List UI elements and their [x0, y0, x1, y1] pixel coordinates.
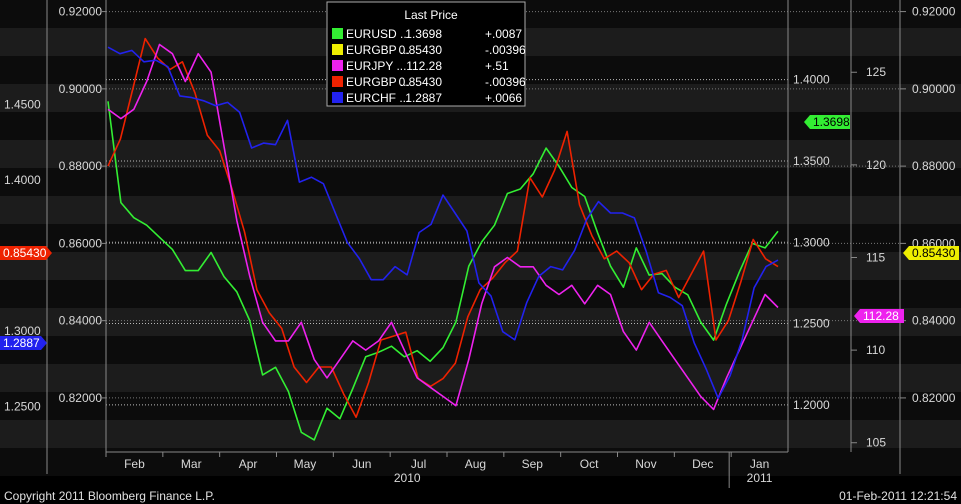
series-line-eurchf	[107, 46, 779, 400]
chf-tick: 1.3000	[793, 235, 830, 249]
band	[0, 168, 961, 196]
value-tag-text: 1.2887	[3, 336, 40, 350]
value-tag-text: 0.85430	[3, 246, 47, 260]
gbp-left-tick: 0.84000	[59, 314, 103, 328]
value-tag-text: 1.3698	[813, 115, 850, 129]
tick-labels: 0.92000 0.90000 0.88000 0.86000 0.84000 0.820…	[4, 5, 956, 485]
usd-tick: 1.3000	[4, 324, 41, 338]
band	[0, 392, 961, 420]
jpy-tick: 105	[866, 436, 886, 450]
band	[0, 420, 961, 448]
month-label: Aug	[465, 457, 486, 471]
last-value-tags: 1.3698 0.85430 0.85430 112.28 1.2887	[0, 115, 959, 350]
gbp-left-tick: 0.88000	[59, 159, 103, 173]
legend-swatch	[332, 76, 343, 87]
usd-tick: 1.2500	[4, 400, 41, 414]
value-tag-shape	[903, 246, 959, 260]
legend-price: 0.85430	[399, 75, 443, 89]
band	[0, 140, 961, 168]
band	[0, 336, 961, 364]
jpy-tick: 125	[866, 65, 886, 79]
month-label: Sep	[522, 457, 544, 471]
legend-swatch	[332, 28, 343, 39]
jpy-tick: 110	[866, 343, 885, 357]
legend-title: Last Price	[404, 8, 458, 22]
legend-name: EURGBP ...	[346, 43, 410, 57]
band	[0, 308, 961, 336]
legend-name: EURJPY ...	[346, 59, 406, 73]
jpy-tick: 120	[866, 158, 886, 172]
series-lines	[107, 37, 779, 441]
series-line-eurjpy	[107, 43, 779, 411]
legend-change: -.00396	[485, 43, 526, 57]
chf-tick: 1.2500	[793, 317, 830, 331]
band	[0, 252, 961, 280]
copyright-text: Copyright 2011 Bloomberg Finance L.P.	[4, 489, 215, 503]
legend-change: +.51	[485, 59, 509, 73]
gbp-right-tick: 0.88000	[912, 159, 956, 173]
legend-name: EURCHF ...	[346, 91, 409, 105]
gbp-left-tick: 0.90000	[59, 82, 103, 96]
legend-swatch	[332, 60, 343, 71]
month-label: Mar	[181, 457, 202, 471]
value-tag-shape	[0, 336, 47, 350]
series-line-eurusd	[107, 101, 779, 441]
legend-price: 0.85430	[399, 43, 443, 57]
band	[0, 196, 961, 224]
legend: Last Price EURUSD ...1.3698 +.0087 EURGBP .…	[326, 1, 526, 107]
legend-change: -.00396	[485, 75, 526, 89]
gbp-left-tick: 0.82000	[59, 391, 103, 405]
gbp-right-tick: 0.82000	[912, 391, 956, 405]
value-tag-text: 112.28	[863, 309, 899, 323]
month-label: Oct	[580, 457, 599, 471]
month-label: Nov	[635, 457, 656, 471]
month-label: Jul	[411, 457, 426, 471]
band	[0, 112, 961, 140]
month-label: Feb	[124, 457, 145, 471]
month-label: Jun	[352, 457, 371, 471]
legend-box	[326, 1, 526, 107]
legend-swatch	[332, 44, 343, 55]
band	[0, 364, 961, 392]
chf-tick: 1.4000	[793, 73, 830, 87]
value-tag-text: 0.85430	[912, 246, 956, 260]
axes	[46, 0, 906, 488]
usd-tick: 1.4500	[4, 97, 41, 111]
value-tag-shape	[0, 246, 52, 260]
legend-change: +.0066	[485, 91, 522, 105]
value-tag-shape	[854, 309, 904, 323]
month-label: May	[294, 457, 317, 471]
legend-price: 1.2887	[405, 91, 442, 105]
value-tag-shape	[804, 115, 850, 129]
series-line-eurgbp	[107, 37, 779, 419]
legend-price: 1.3698	[405, 27, 442, 41]
chf-tick: 1.3500	[793, 154, 830, 168]
gbp-left-tick: 0.92000	[59, 5, 103, 19]
band	[0, 448, 961, 476]
legend-change: +.0087	[485, 27, 522, 41]
timestamp-text: 01-Feb-2011 12:21:54	[839, 489, 957, 503]
gbp-right-tick: 0.90000	[912, 82, 956, 96]
grid-lines	[106, 11, 900, 406]
legend-name: EURUSD ...	[346, 27, 410, 41]
year-label: 2010	[394, 471, 421, 485]
usd-tick: 1.4000	[4, 173, 41, 187]
legend-name: EURGBP ...	[346, 75, 410, 89]
chf-tick: 1.2000	[793, 398, 830, 412]
gbp-right-tick: 0.84000	[912, 314, 956, 328]
year-label: 2011	[747, 471, 773, 485]
legend-price: 112.28	[406, 59, 442, 73]
legend-swatch	[332, 92, 343, 103]
month-label: Dec	[692, 457, 713, 471]
gbp-right-tick: 0.92000	[912, 5, 956, 19]
gbp-left-tick: 0.86000	[59, 236, 103, 250]
month-label: Jan	[750, 457, 769, 471]
jpy-tick: 115	[866, 250, 885, 264]
month-label: Apr	[239, 457, 258, 471]
